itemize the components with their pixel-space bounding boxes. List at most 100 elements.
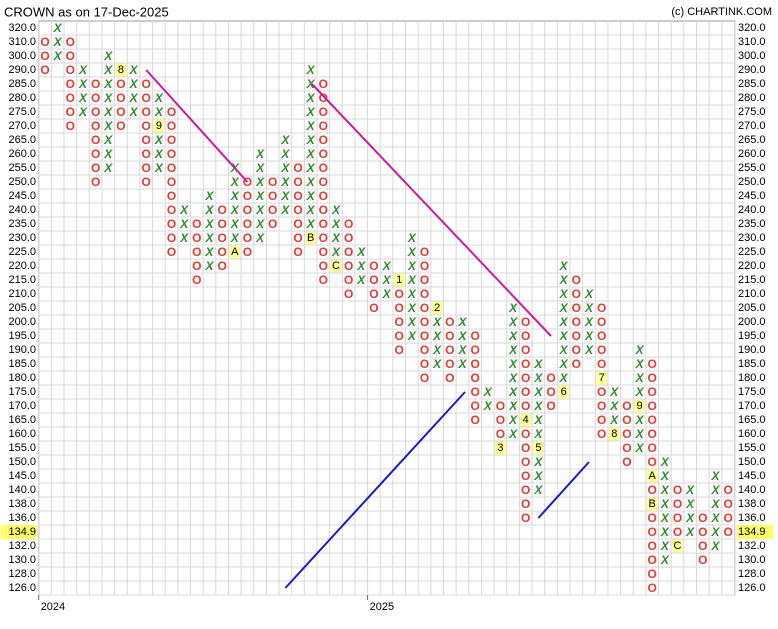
x-box: X xyxy=(457,343,467,357)
x-box: X xyxy=(710,539,720,553)
y-tick-label-right: 250.0 xyxy=(738,176,766,188)
x-box: X xyxy=(407,329,417,343)
o-box: O xyxy=(319,77,328,91)
x-box: X xyxy=(559,315,569,329)
o-box: O xyxy=(369,301,378,315)
trend-line xyxy=(311,83,552,337)
y-tick-label-right: 265.0 xyxy=(738,134,766,146)
y-tick-label-right: 136.0 xyxy=(738,512,766,524)
y-tick-label: 235.0 xyxy=(8,218,36,230)
o-box: O xyxy=(167,161,176,175)
x-box: X xyxy=(255,189,265,203)
o-box: O xyxy=(91,161,100,175)
o-box: O xyxy=(167,119,176,133)
o-box: O xyxy=(521,385,530,399)
o-box: O xyxy=(572,301,581,315)
y-tick-label: 165.0 xyxy=(8,414,36,426)
month-marker: A xyxy=(649,470,657,482)
o-box: O xyxy=(167,189,176,203)
x-box: X xyxy=(559,329,569,343)
month-marker: 6 xyxy=(561,386,567,398)
x-box: X xyxy=(154,105,164,119)
o-box: O xyxy=(66,119,75,133)
x-box: X xyxy=(710,483,720,497)
o-box: O xyxy=(445,371,454,385)
o-box: O xyxy=(369,273,378,287)
y-tick-label-right: 140.0 xyxy=(738,484,766,496)
x-box: X xyxy=(331,203,341,217)
month-marker: 8 xyxy=(611,428,617,440)
y-tick-label: 130.0 xyxy=(8,554,36,566)
o-box: O xyxy=(673,525,682,539)
o-box: O xyxy=(344,273,353,287)
x-box: X xyxy=(306,91,316,105)
month-marker: C xyxy=(332,260,340,272)
x-box: X xyxy=(103,147,113,161)
x-box: X xyxy=(533,427,543,441)
x-box: X xyxy=(129,91,139,105)
x-box: X xyxy=(609,385,619,399)
o-box: O xyxy=(622,427,631,441)
x-box: X xyxy=(710,497,720,511)
o-box: O xyxy=(470,357,479,371)
y-tick-label: 150.0 xyxy=(8,456,36,468)
x-box: X xyxy=(432,357,442,371)
o-box: O xyxy=(723,525,732,539)
x-box: X xyxy=(660,497,670,511)
x-box: X xyxy=(508,315,518,329)
month-marker: 7 xyxy=(599,372,605,384)
o-box: O xyxy=(648,385,657,399)
o-box: O xyxy=(319,119,328,133)
y-tick-label-right: 138.0 xyxy=(738,498,766,510)
x-box: X xyxy=(306,63,316,77)
y-tick-label-right: 245.0 xyxy=(738,190,766,202)
o-box: O xyxy=(319,273,328,287)
o-box: O xyxy=(521,469,530,483)
y-tick-label: 180.0 xyxy=(8,372,36,384)
x-box: X xyxy=(533,357,543,371)
o-box: O xyxy=(192,273,201,287)
o-box: O xyxy=(369,259,378,273)
x-box: X xyxy=(407,231,417,245)
o-box: O xyxy=(622,441,631,455)
o-box: O xyxy=(91,147,100,161)
y-tick-label: 160.0 xyxy=(8,428,36,440)
x-box: X xyxy=(129,77,139,91)
x-box: X xyxy=(635,385,645,399)
o-box: O xyxy=(344,259,353,273)
x-box: X xyxy=(432,315,442,329)
o-box: O xyxy=(648,371,657,385)
y-tick-label-right: 235.0 xyxy=(738,218,766,230)
o-box: O xyxy=(91,133,100,147)
x-box: X xyxy=(533,483,543,497)
x-box: X xyxy=(382,273,392,287)
o-box: O xyxy=(470,371,479,385)
o-box: O xyxy=(521,441,530,455)
o-box: O xyxy=(217,217,226,231)
x-box: X xyxy=(508,371,518,385)
x-box: X xyxy=(483,399,493,413)
x-box: X xyxy=(584,329,594,343)
y-tick-label-right: 210.0 xyxy=(738,288,766,300)
o-box: O xyxy=(268,203,277,217)
o-box: O xyxy=(395,301,404,315)
x-box: X xyxy=(306,133,316,147)
o-box: O xyxy=(217,245,226,259)
y-tick-label-right: 165.0 xyxy=(738,414,766,426)
o-box: O xyxy=(268,217,277,231)
x-box: X xyxy=(635,413,645,427)
y-tick-label-right: 240.0 xyxy=(738,204,766,216)
o-box: O xyxy=(496,413,505,427)
o-box: O xyxy=(445,357,454,371)
y-tick-label-right: 270.0 xyxy=(738,120,766,132)
y-tick-label-right: 130.0 xyxy=(738,554,766,566)
o-box: O xyxy=(698,511,707,525)
y-tick-label-right: 215.0 xyxy=(738,274,766,286)
o-box: O xyxy=(546,371,555,385)
x-box: X xyxy=(154,161,164,175)
x-box: X xyxy=(382,259,392,273)
y-tick-label-right: 225.0 xyxy=(738,246,766,258)
y-tick-label: 320.0 xyxy=(8,22,36,34)
x-box: X xyxy=(559,343,569,357)
month-marker-box xyxy=(646,497,658,511)
